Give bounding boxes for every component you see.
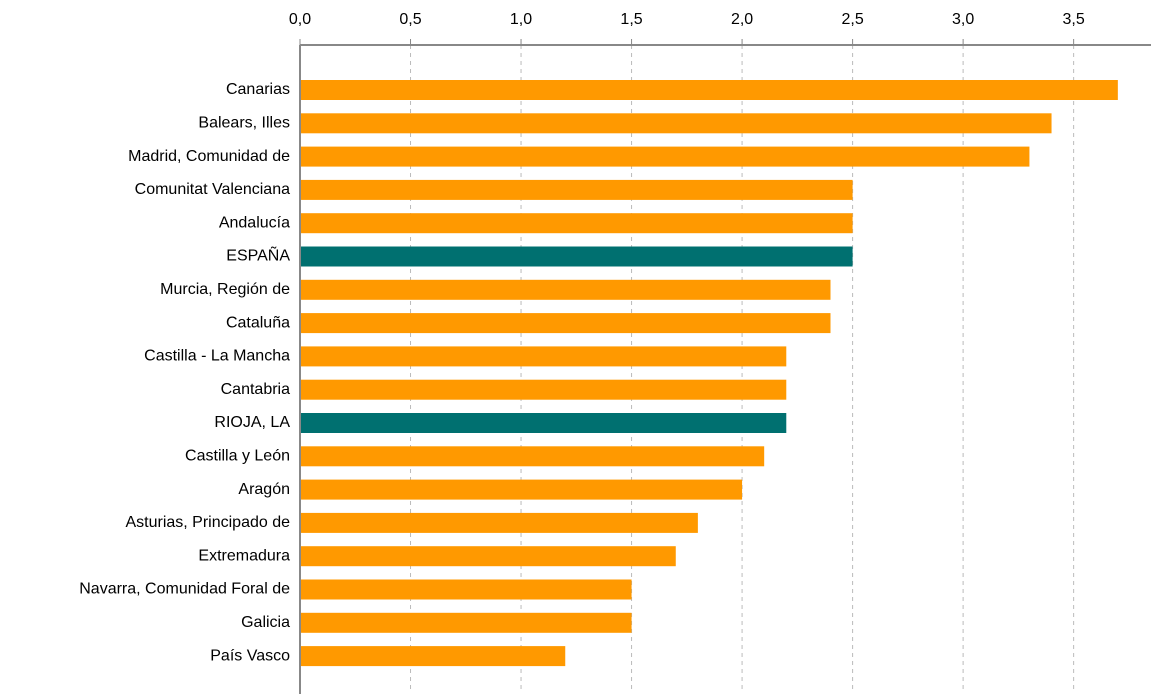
y-tick-label: Galicia: [241, 614, 290, 631]
bar: [300, 179, 853, 200]
y-tick-label: Aragón: [238, 481, 290, 498]
bar: [300, 213, 853, 234]
x-tick-label: 3,0: [952, 11, 974, 28]
y-tick-label: Murcia, Región de: [160, 281, 290, 298]
x-tick-label: 0,5: [399, 11, 421, 28]
bar: [300, 113, 1052, 134]
x-tick-label: 2,5: [841, 11, 863, 28]
y-tick-label: Navarra, Comunidad Foral de: [79, 581, 290, 598]
y-tick-label: Asturias, Principado de: [125, 514, 290, 531]
bar: [300, 446, 765, 467]
y-tick-label: ESPAÑA: [226, 245, 290, 265]
y-tick-label: País Vasco: [210, 647, 290, 664]
bar: [300, 479, 743, 500]
y-tick-label: Extremadura: [198, 547, 290, 564]
y-tick-label: Andalucía: [219, 214, 290, 231]
bar: [300, 80, 1118, 100]
y-tick-label: Comunitat Valenciana: [135, 181, 290, 198]
bar: [300, 379, 787, 400]
bar: [300, 246, 853, 267]
bar: [300, 646, 566, 667]
x-tick-label: 0,0: [289, 11, 311, 28]
bar: [300, 279, 831, 300]
bar: [300, 579, 632, 600]
bar: [300, 313, 831, 334]
y-tick-label: Canarias: [226, 81, 290, 98]
y-tick-label: Castilla - La Mancha: [144, 348, 290, 365]
y-tick-label: Castilla y León: [185, 448, 290, 465]
bar: [300, 146, 1030, 167]
x-tick-label: 3,5: [1063, 11, 1085, 28]
y-tick-label: Cataluña: [226, 314, 290, 331]
bar: [300, 512, 698, 533]
y-tick-label: Balears, Illes: [198, 115, 290, 132]
bar: [300, 546, 676, 567]
bar: [300, 346, 787, 367]
bar: [300, 413, 787, 433]
x-tick-label: 1,5: [620, 11, 642, 28]
bar: [300, 612, 632, 633]
y-tick-label: RIOJA, LA: [214, 414, 290, 431]
x-tick-label: 2,0: [731, 11, 753, 28]
x-tick-label: 1,0: [510, 11, 532, 28]
y-tick-label: Madrid, Comunidad de: [128, 148, 290, 165]
y-tick-label: Cantabria: [221, 381, 290, 398]
